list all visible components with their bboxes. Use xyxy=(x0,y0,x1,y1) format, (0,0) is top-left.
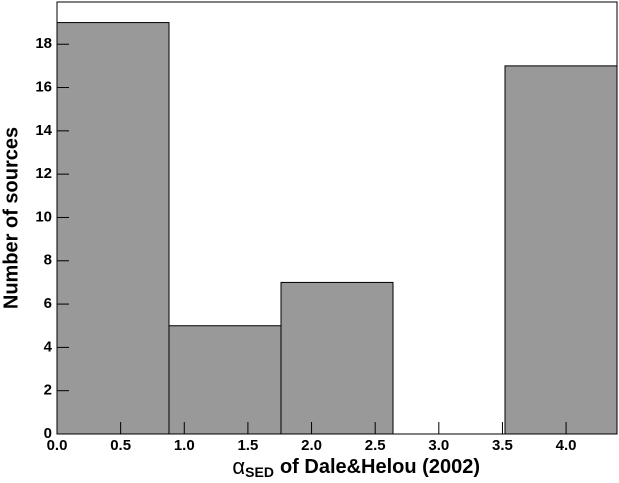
x-tick-label: 3.0 xyxy=(428,437,449,454)
x-tick-label: 2.5 xyxy=(365,437,386,454)
x-tick-label: 1.0 xyxy=(174,437,195,454)
x-tick-label: 1.5 xyxy=(237,437,258,454)
x-tick-label: 2.0 xyxy=(301,437,322,454)
x-tick-label: 0.5 xyxy=(110,437,131,454)
y-tick-label: 10 xyxy=(35,208,52,225)
y-tick-label: 18 xyxy=(35,35,52,52)
y-tick-label: 8 xyxy=(44,252,52,269)
y-tick-label: 0 xyxy=(44,425,52,442)
plot-frame xyxy=(56,1,618,435)
y-tick-label: 6 xyxy=(44,295,52,312)
x-tick-label: 3.5 xyxy=(492,437,513,454)
bar xyxy=(168,325,282,435)
y-tick-label: 14 xyxy=(35,122,52,139)
bar xyxy=(280,281,394,435)
bar xyxy=(504,65,618,435)
y-tick-label: 16 xyxy=(35,79,52,96)
bar xyxy=(56,22,170,435)
y-axis-label: Number of sources xyxy=(0,127,22,309)
x-label-text: of Dale&Helou (2002) xyxy=(280,456,480,478)
x-label-symbol: α xyxy=(232,454,245,479)
y-tick-label: 2 xyxy=(44,382,52,399)
x-tick-label: 4.0 xyxy=(556,437,577,454)
x-label-subscript: SED xyxy=(245,464,274,480)
x-axis-label: αSED of Dale&Helou (2002) xyxy=(232,454,480,480)
y-tick-label: 12 xyxy=(35,165,52,182)
y-tick-label: 4 xyxy=(44,338,53,355)
x-tick-label: 0.0 xyxy=(47,437,68,454)
